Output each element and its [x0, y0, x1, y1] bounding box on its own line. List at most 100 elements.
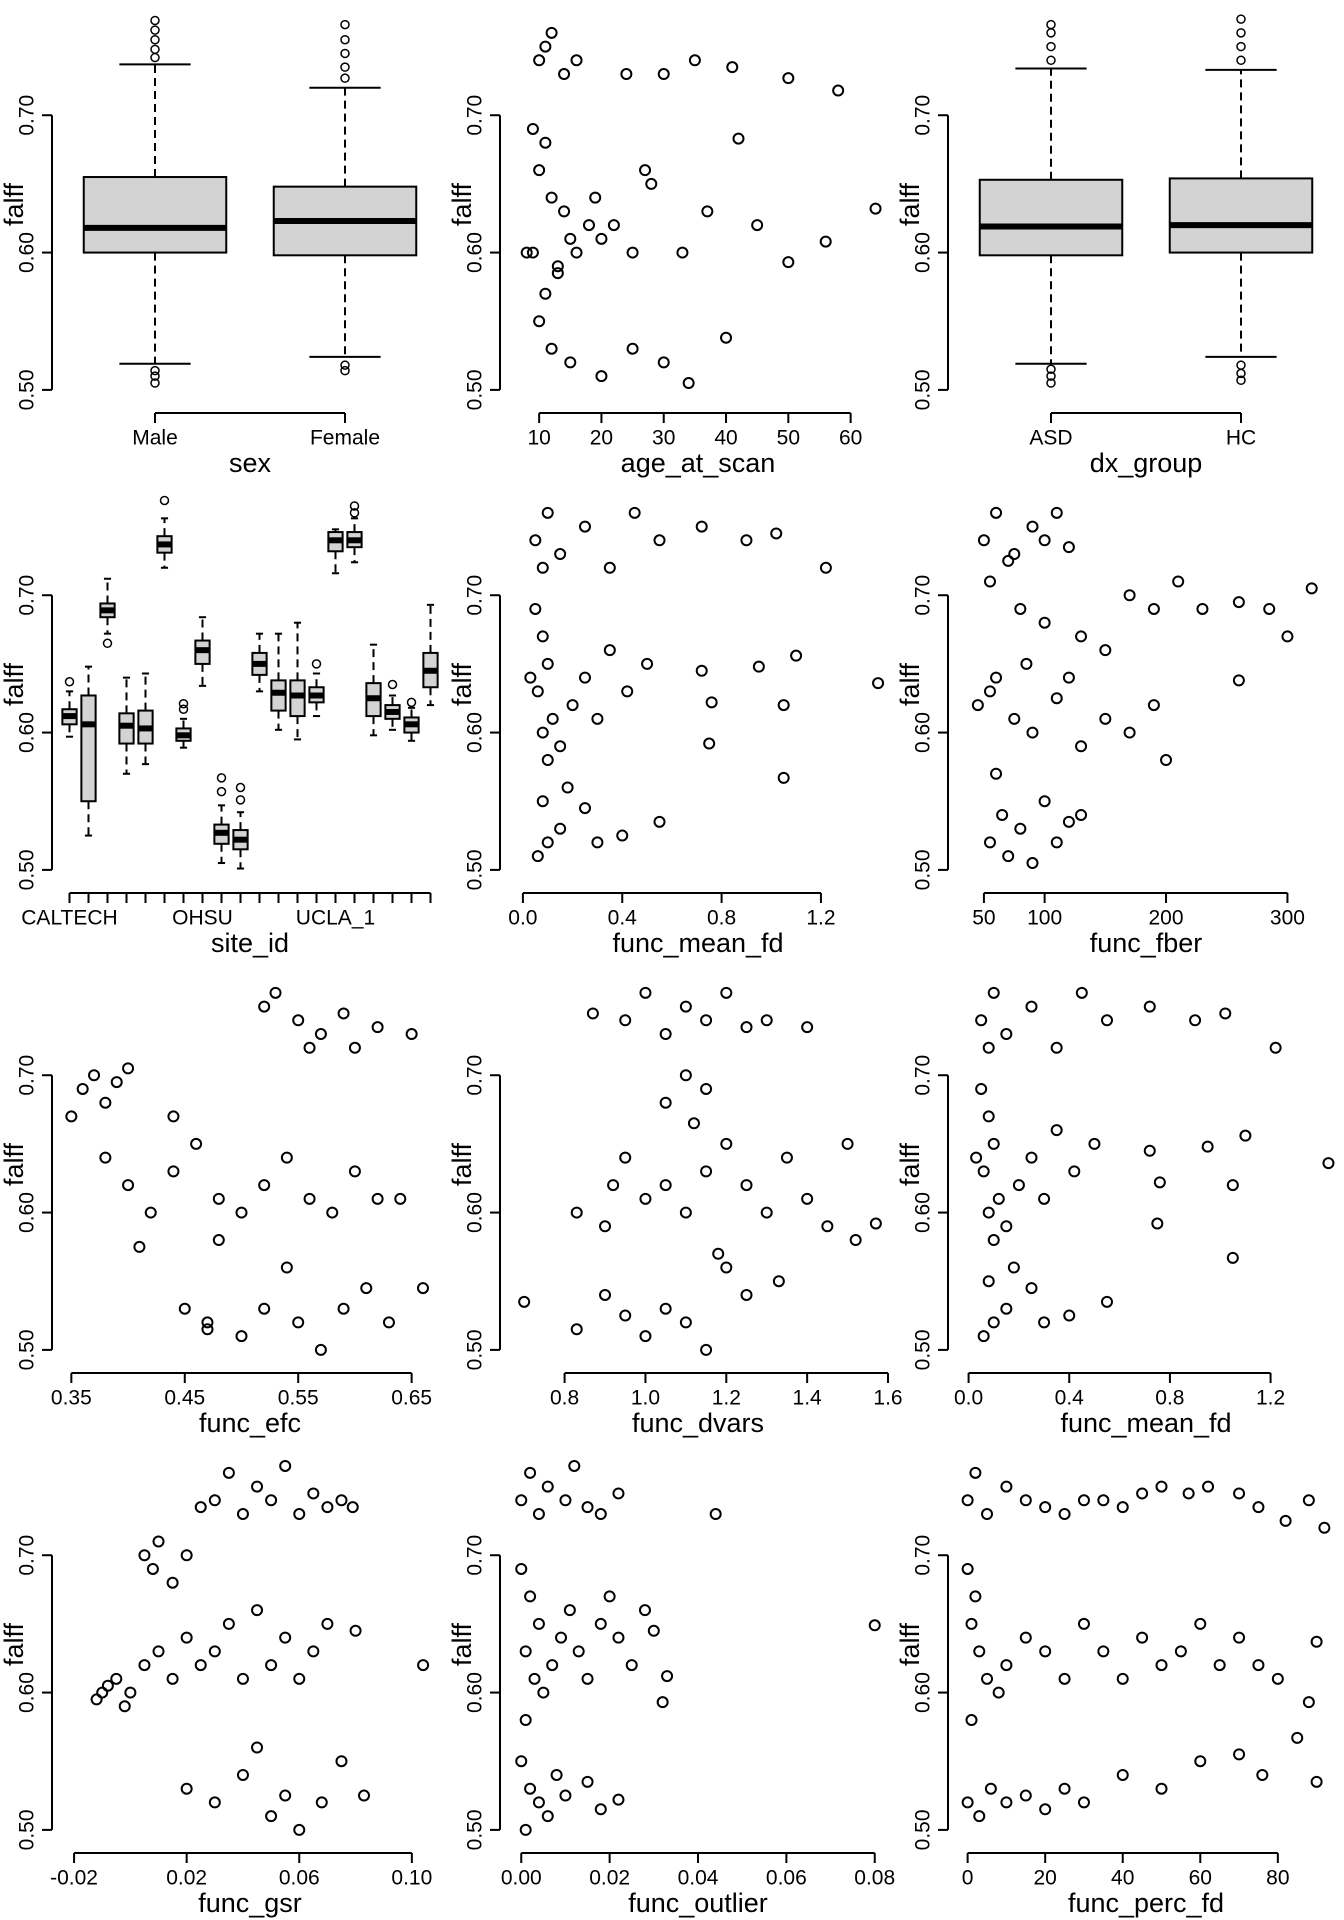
- point: [1147, 602, 1160, 615]
- outlier: [1236, 55, 1246, 66]
- point: [307, 1645, 320, 1658]
- point: [581, 1672, 594, 1685]
- point: [868, 1619, 881, 1632]
- point: [695, 664, 708, 677]
- point: [1151, 1217, 1164, 1230]
- outlier: [102, 638, 113, 649]
- point: [1291, 1731, 1304, 1744]
- point: [1075, 740, 1088, 753]
- panel: 0.50 0.60 0.70 falff site_id CALTECH OHSU UCLA_…: [0, 495, 439, 958]
- point: [1305, 582, 1318, 595]
- point: [303, 1041, 316, 1054]
- box: [978, 178, 1124, 257]
- point: [524, 1590, 537, 1603]
- x-tick-label: 0.8: [1155, 1387, 1184, 1410]
- point: [532, 1796, 545, 1809]
- y-tick-label: 0.70: [464, 1535, 487, 1576]
- point: [977, 1165, 990, 1178]
- point: [1123, 589, 1136, 602]
- point: [532, 1508, 545, 1521]
- point: [656, 1696, 669, 1709]
- point: [539, 287, 552, 300]
- point: [703, 737, 716, 750]
- point: [1068, 1165, 1081, 1178]
- point: [751, 219, 764, 232]
- point: [545, 26, 558, 39]
- x-tick-label: HC: [1226, 427, 1256, 450]
- point: [349, 1624, 362, 1637]
- point: [965, 1617, 978, 1630]
- outlier: [340, 360, 350, 370]
- point: [371, 1021, 384, 1034]
- point: [118, 1700, 131, 1713]
- point: [166, 1672, 179, 1685]
- point: [1000, 1302, 1013, 1315]
- point: [348, 1165, 361, 1178]
- point: [990, 506, 1003, 519]
- point: [1174, 1645, 1187, 1658]
- point: [194, 1501, 207, 1514]
- point: [1025, 1151, 1038, 1164]
- point: [292, 1316, 305, 1329]
- panel: 0.50 0.60 0.70 falff sex Male Female: [0, 15, 418, 478]
- outlier: [1236, 28, 1246, 38]
- point: [1038, 534, 1051, 547]
- x-tick-label: 0.8: [550, 1387, 579, 1410]
- point: [679, 1000, 692, 1013]
- point: [265, 1659, 278, 1672]
- point: [821, 1220, 834, 1233]
- point: [518, 1295, 531, 1308]
- point: [1233, 1487, 1246, 1500]
- x-tick-label: -0.02: [50, 1867, 98, 1890]
- point: [639, 986, 652, 999]
- point: [236, 1508, 249, 1521]
- x-tick-label: 0.45: [164, 1387, 205, 1410]
- y-tick-label: 0.70: [912, 575, 935, 616]
- point: [639, 164, 652, 177]
- point: [582, 219, 595, 232]
- point: [235, 1330, 248, 1343]
- point: [539, 136, 552, 149]
- point: [984, 1782, 997, 1795]
- point: [208, 1645, 221, 1658]
- point: [1155, 1782, 1168, 1795]
- point: [559, 1494, 572, 1507]
- point: [346, 1501, 359, 1514]
- point: [212, 1192, 225, 1205]
- point: [96, 1686, 109, 1699]
- point: [992, 1192, 1005, 1205]
- outlier: [178, 698, 189, 709]
- point: [194, 1659, 207, 1672]
- point: [1038, 1316, 1051, 1329]
- point: [987, 986, 1000, 999]
- point: [152, 1645, 165, 1658]
- y-axis-label: falff: [895, 662, 925, 706]
- point: [279, 1631, 292, 1644]
- x-tick-label: 300: [1270, 907, 1305, 930]
- x-tick-label: 0.06: [766, 1867, 807, 1890]
- point: [581, 1775, 594, 1788]
- outlier: [340, 34, 350, 45]
- point: [394, 1192, 407, 1205]
- point: [236, 1768, 249, 1781]
- point: [626, 342, 639, 355]
- point: [520, 246, 533, 259]
- point: [1202, 1480, 1215, 1493]
- point: [653, 815, 666, 828]
- point: [679, 1316, 692, 1329]
- point: [1256, 1768, 1269, 1781]
- point: [990, 671, 1003, 684]
- point: [551, 260, 564, 273]
- point: [1077, 1617, 1090, 1630]
- point: [546, 712, 559, 725]
- x-tick-label: 0.8: [707, 907, 736, 930]
- outlier: [340, 62, 350, 72]
- outlier: [1046, 55, 1056, 66]
- point: [981, 1672, 994, 1685]
- point: [1075, 630, 1088, 643]
- point: [619, 1014, 632, 1027]
- point: [973, 1645, 986, 1658]
- point: [639, 1330, 652, 1343]
- point: [524, 671, 537, 684]
- point: [1302, 1696, 1315, 1709]
